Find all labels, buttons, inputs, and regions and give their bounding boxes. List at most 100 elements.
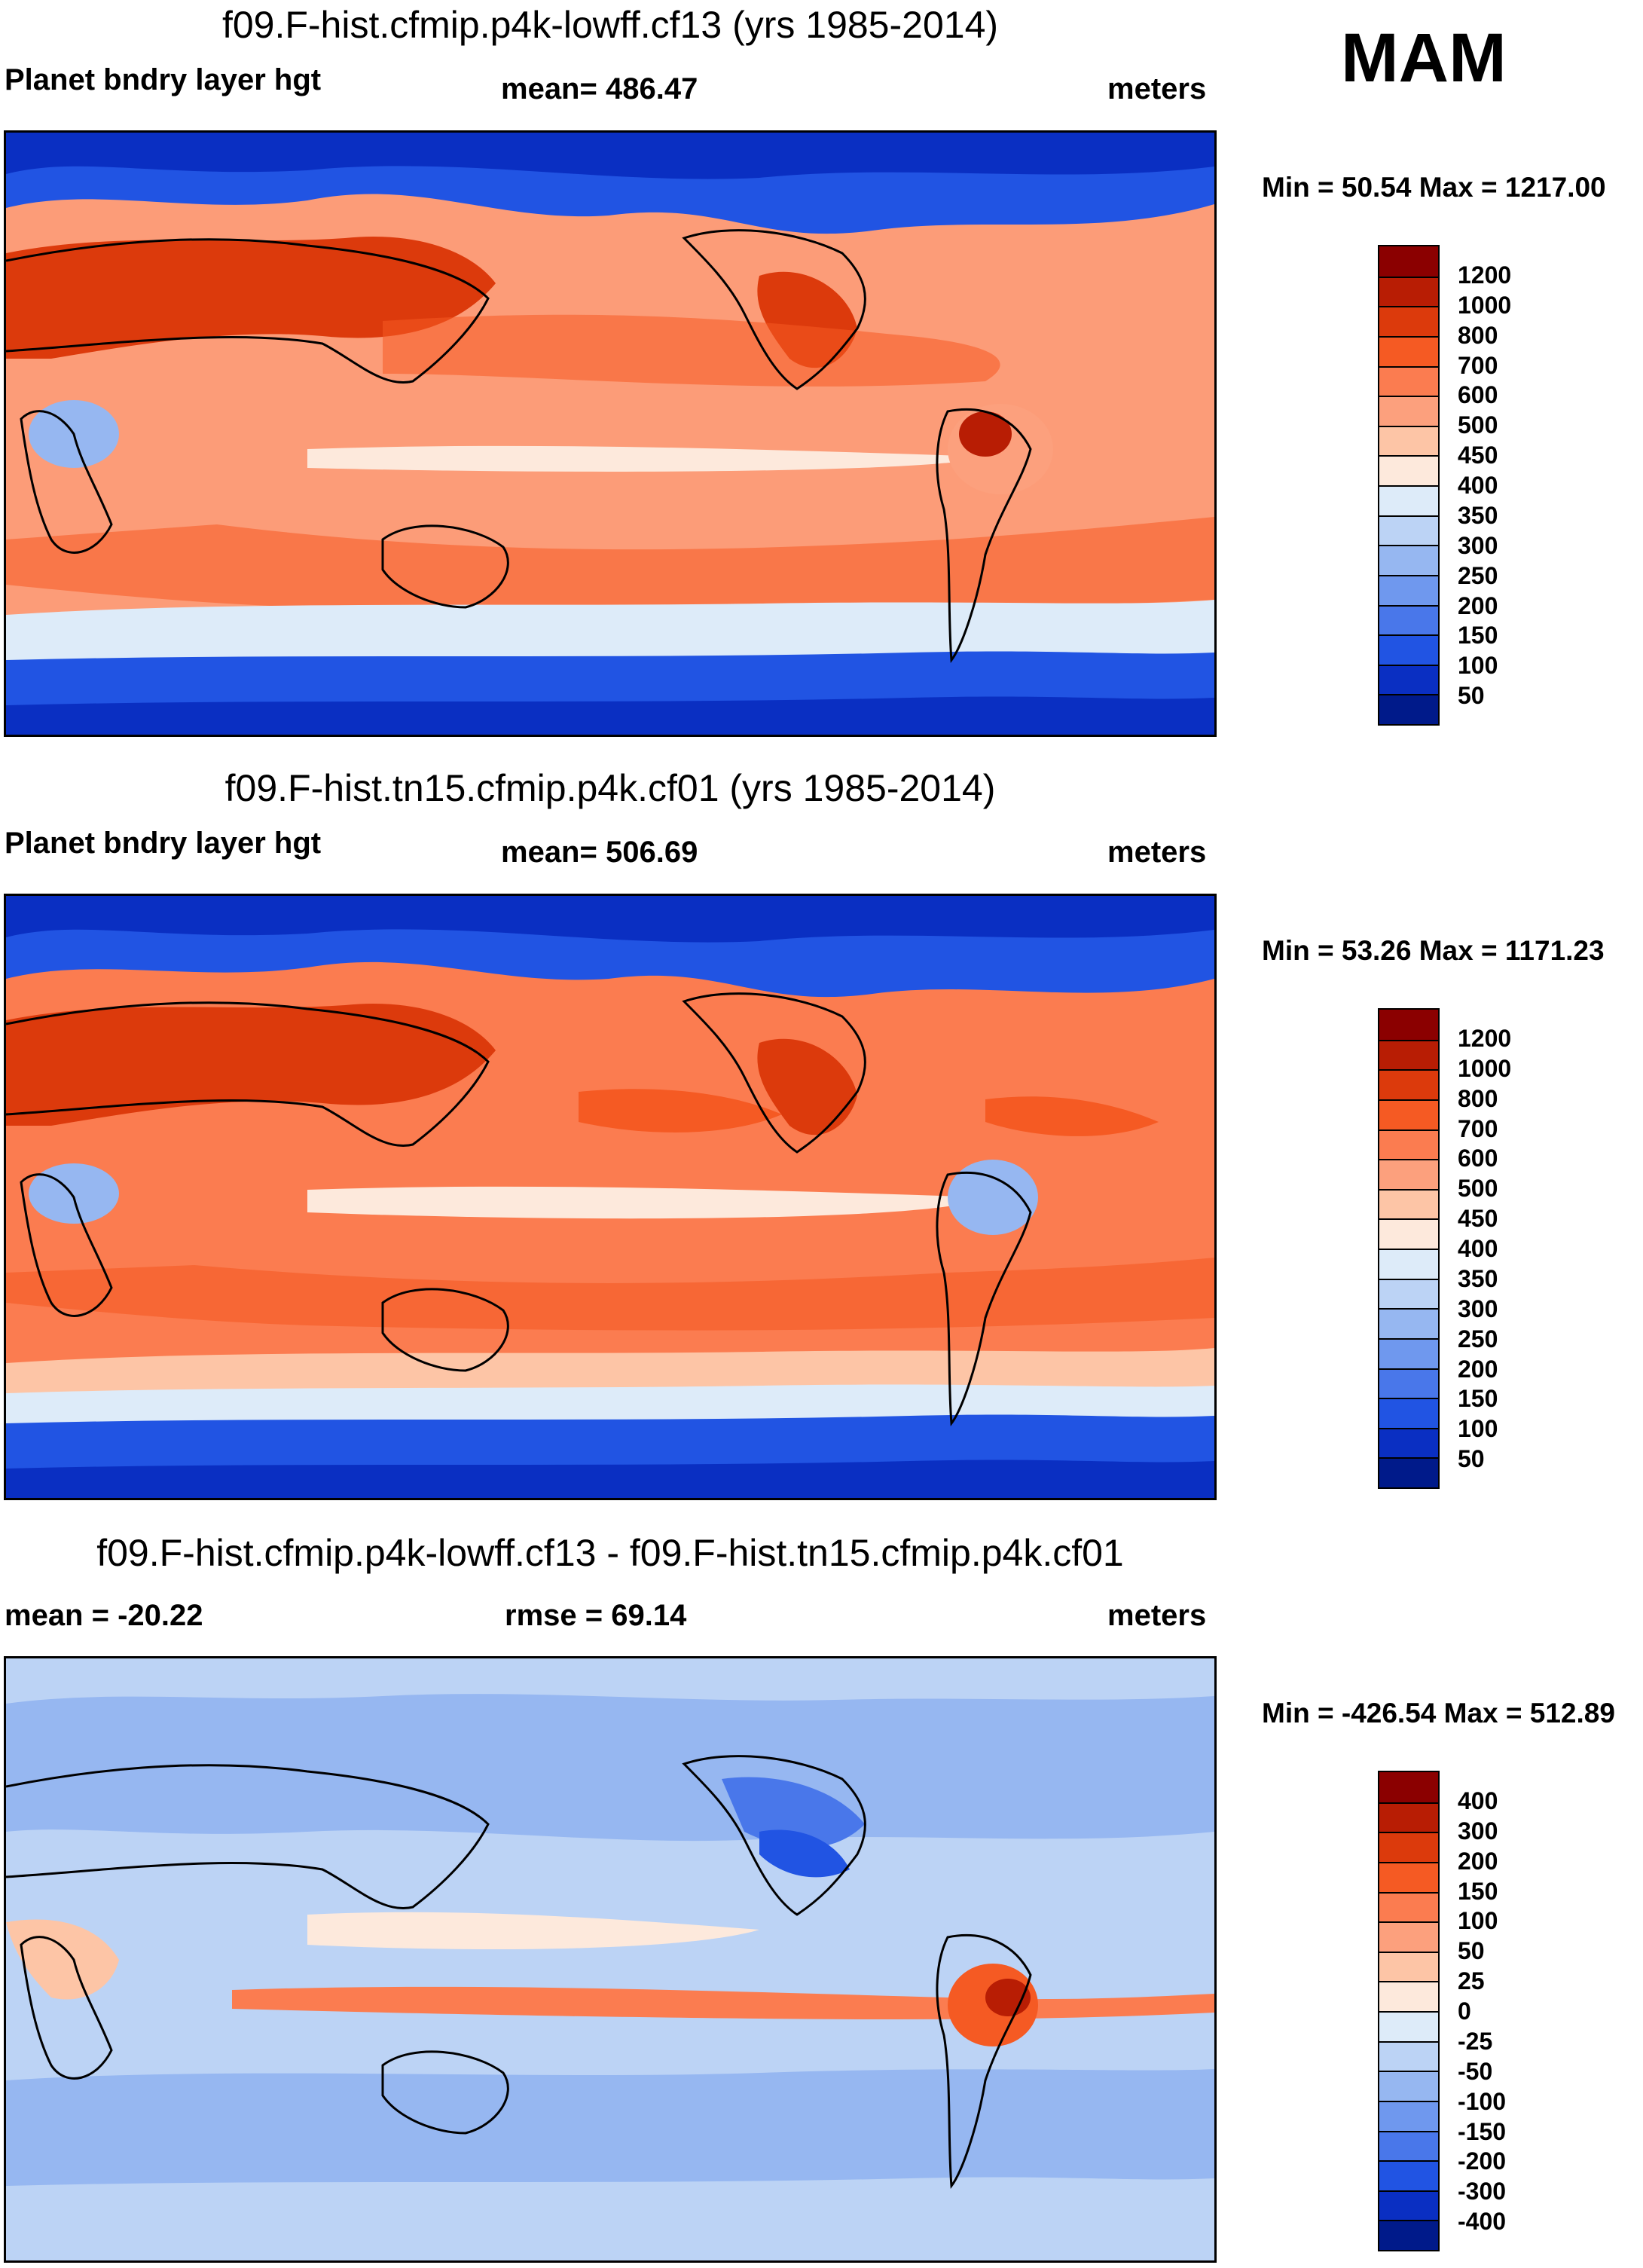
panel-1-colorbar-swatch (1379, 246, 1438, 277)
colorbar-label: 200 (1458, 591, 1498, 619)
colorbar-label: 1200 (1458, 261, 1512, 289)
panel-1-colorbar-labels: 1200 1000 800 700 600 500 450 400 350 30… (1458, 245, 1548, 726)
colorbar-label: 500 (1458, 411, 1498, 439)
panel-1-title: f09.F-hist.cfmip.p4k-lowff.cf13 (yrs 198… (221, 4, 999, 46)
panel-1-colorbar-swatch (1379, 365, 1438, 396)
panel-2-map (4, 894, 1217, 1500)
panel-3-colorbar-swatch (1379, 2011, 1438, 2041)
colorbar-label: 200 (1458, 1355, 1498, 1383)
panel-3-colorbar-swatch (1379, 1772, 1438, 1802)
panel-1-colorbar-swatch (1379, 276, 1438, 307)
colorbar-label: 1000 (1458, 291, 1512, 319)
panel-3-rmse-label: rmse = 69.14 (505, 1599, 687, 1632)
colorbar-label: 1000 (1458, 1054, 1512, 1082)
panel-2-colorbar (1378, 1008, 1440, 1489)
panel-3-map-field (6, 1658, 1214, 2260)
panel-3-colorbar (1378, 1771, 1440, 2251)
colorbar-label: 250 (1458, 1325, 1498, 1353)
panel-3-title: f09.F-hist.cfmip.p4k-lowff.cf13 - f09.F-… (96, 1532, 1124, 1574)
panel-1-colorbar-swatch (1379, 574, 1438, 605)
colorbar-label: 500 (1458, 1175, 1498, 1203)
panel-3-colorbar-swatch (1379, 2100, 1438, 2131)
colorbar-label: 250 (1458, 561, 1498, 589)
panel-2-colorbar-swatch (1379, 1457, 1438, 1487)
colorbar-label: -25 (1458, 2027, 1493, 2055)
panel-1-colorbar-swatch (1379, 425, 1438, 456)
colorbar-label: -400 (1458, 2208, 1507, 2236)
panel-1-units-label: meters (1107, 72, 1207, 105)
colorbar-label: 400 (1458, 1235, 1498, 1262)
panel-2-mean-label: mean= 506.69 (501, 836, 698, 869)
panel-3-minmax: Min = -426.54 Max = 512.89 (1262, 1698, 1615, 1729)
colorbar-label: 400 (1458, 472, 1498, 499)
colorbar-label: 600 (1458, 1145, 1498, 1172)
panel-3-colorbar-swatch (1379, 1891, 1438, 1922)
colorbar-label: 1200 (1458, 1024, 1512, 1052)
panel-3-colorbar-swatch (1379, 2130, 1438, 2161)
panel-1-colorbar-swatch (1379, 694, 1438, 724)
panel-1-map-field (6, 133, 1214, 735)
panel-2-colorbar-swatch (1379, 1069, 1438, 1099)
panel-2-colorbar-labels: 1200 1000 800 700 600 500 450 400 350 30… (1458, 1008, 1548, 1489)
panel-3-colorbar-swatch (1379, 2040, 1438, 2071)
colorbar-label: 400 (1458, 1787, 1498, 1814)
panel-2-colorbar-swatch (1379, 1278, 1438, 1309)
panel-1-colorbar-swatch (1379, 664, 1438, 695)
panel-2-colorbar-swatch (1379, 1218, 1438, 1249)
panel-3-colorbar-swatch (1379, 1981, 1438, 2011)
colorbar-label: 200 (1458, 1847, 1498, 1875)
panel-2-units-label: meters (1107, 836, 1207, 869)
colorbar-label: 300 (1458, 531, 1498, 559)
panel-1-colorbar-swatch (1379, 455, 1438, 485)
panel-3-colorbar-swatch (1379, 2160, 1438, 2190)
colorbar-label: -200 (1458, 2147, 1507, 2175)
colorbar-label: 600 (1458, 381, 1498, 409)
panel-1-colorbar-swatch (1379, 545, 1438, 575)
colorbar-label: 50 (1458, 1937, 1485, 1965)
panel-3-colorbar-labels: 400 300 200 150 100 50 25 0 -25 -50 -100… (1458, 1771, 1548, 2251)
panel-2-map-field (6, 896, 1214, 1498)
panel-3-colorbar-swatch (1379, 1802, 1438, 1832)
panel-3-colorbar-swatch (1379, 1832, 1438, 1862)
panel-2-colorbar-swatch (1379, 1398, 1438, 1428)
panel-2-title: f09.F-hist.tn15.cfmip.p4k.cf01 (yrs 1985… (224, 767, 996, 809)
colorbar-label: 50 (1458, 1445, 1485, 1473)
season-label: MAM (1341, 20, 1507, 96)
panel-3-colorbar-swatch (1379, 2071, 1438, 2101)
panel-2-colorbar-swatch (1379, 1129, 1438, 1160)
colorbar-label: 700 (1458, 351, 1498, 379)
panel-2-colorbar-swatch (1379, 1368, 1438, 1398)
colorbar-label: 100 (1458, 1415, 1498, 1443)
panel-1-colorbar-swatch (1379, 604, 1438, 635)
colorbar-label: 150 (1458, 622, 1498, 650)
panel-2-colorbar-swatch (1379, 1039, 1438, 1070)
panel-2-colorbar-swatch (1379, 1099, 1438, 1129)
panel-1-colorbar-swatch (1379, 396, 1438, 426)
panel-3-colorbar-swatch (1379, 1921, 1438, 1952)
colorbar-label: 300 (1458, 1294, 1498, 1322)
panel-2-colorbar-swatch (1379, 1337, 1438, 1368)
colorbar-label: 300 (1458, 1817, 1498, 1845)
colorbar-label: 450 (1458, 1205, 1498, 1233)
colorbar-label: -150 (1458, 2117, 1507, 2145)
colorbar-label: -300 (1458, 2178, 1507, 2205)
colorbar-label: 350 (1458, 501, 1498, 529)
panel-1-colorbar-swatch (1379, 515, 1438, 546)
colorbar-label: 150 (1458, 1877, 1498, 1905)
panel-3-colorbar-swatch (1379, 2190, 1438, 2221)
panel-3-mean-label: mean = -20.22 (5, 1599, 203, 1632)
colorbar-label: 800 (1458, 321, 1498, 349)
colorbar-label: 350 (1458, 1264, 1498, 1292)
panel-1-colorbar-swatch (1379, 634, 1438, 665)
panel-1-colorbar-swatch (1379, 306, 1438, 336)
panel-3-units-label: meters (1107, 1599, 1207, 1632)
colorbar-label: 100 (1458, 652, 1498, 680)
panel-1-variable-label: Planet bndry layer hgt (5, 63, 322, 96)
panel-2-colorbar-swatch (1379, 1159, 1438, 1189)
colorbar-label: -100 (1458, 2087, 1507, 2115)
panel-1-colorbar-swatch (1379, 485, 1438, 515)
panel-2-colorbar-swatch (1379, 1188, 1438, 1219)
panel-3-colorbar-swatch (1379, 2220, 1438, 2250)
colorbar-label: -50 (1458, 2057, 1493, 2085)
panel-2-colorbar-swatch (1379, 1010, 1438, 1040)
